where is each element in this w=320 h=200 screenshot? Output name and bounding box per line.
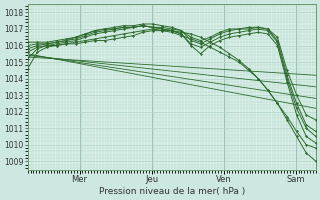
X-axis label: Pression niveau de la mer( hPa ): Pression niveau de la mer( hPa ) <box>99 187 245 196</box>
